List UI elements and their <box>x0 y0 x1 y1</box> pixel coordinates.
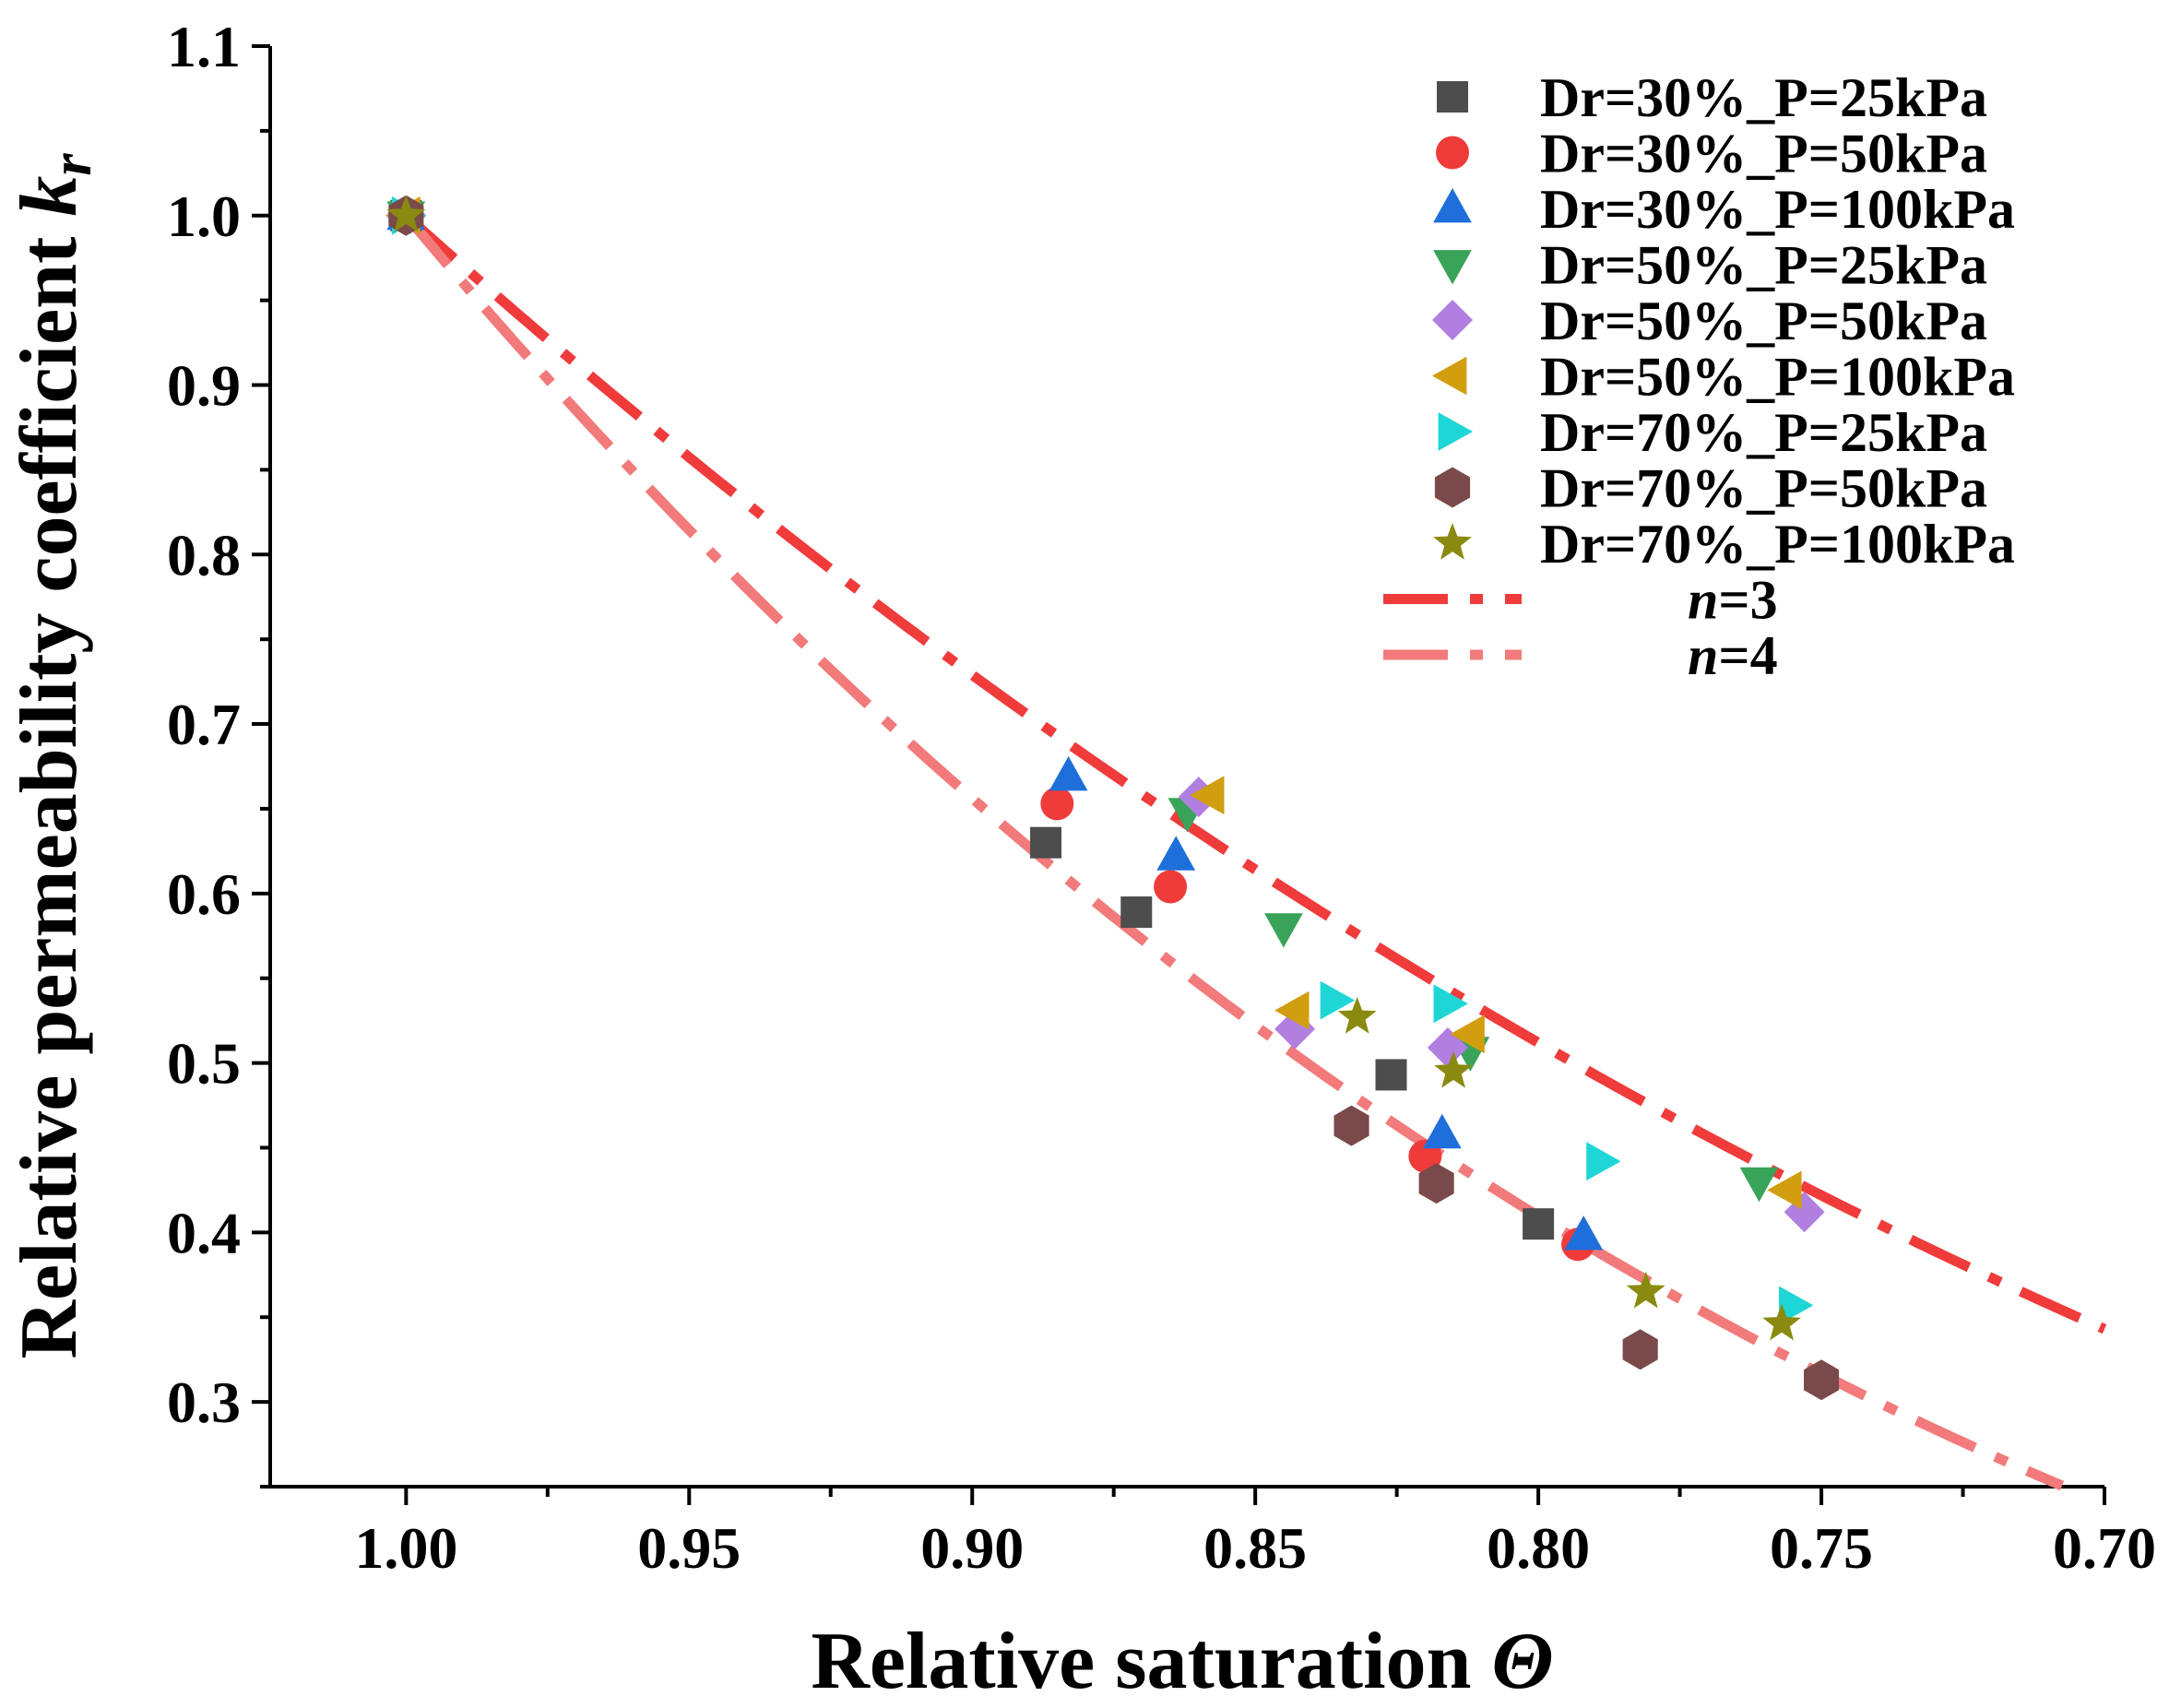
x-tick-label: 0.85 <box>1203 1515 1307 1581</box>
legend-marker <box>1438 412 1473 451</box>
axis-ticks: 0.3 0.4 0.5 0.6 0.7 0.8 0.9 1.0 1.1 1.00 0.95 0.90 0… <box>167 14 2156 1581</box>
data-point <box>1433 984 1468 1024</box>
data-point <box>1375 1059 1407 1091</box>
y-tick-label: 1.0 <box>167 184 241 249</box>
legend-label: Dr=70%_P=100kPa <box>1540 514 2015 575</box>
data-point <box>1586 1142 1621 1181</box>
legend-marker <box>1433 523 1472 560</box>
data-point <box>1030 826 1062 859</box>
data-point <box>1422 1113 1462 1149</box>
data-point <box>1154 870 1188 904</box>
data-point <box>1450 1014 1485 1054</box>
data-point <box>1418 1163 1454 1204</box>
data-point <box>1622 1329 1658 1370</box>
data-point <box>1040 787 1074 821</box>
series-9 <box>386 195 1801 1341</box>
legend-label: Dr=70%_P=25kPa <box>1540 402 1987 463</box>
data-point <box>1767 1170 1802 1210</box>
y-tick-label: 1.1 <box>167 14 241 79</box>
x-tick-label: 0.70 <box>2053 1515 2156 1581</box>
legend-label: Dr=50%_P=25kPa <box>1540 235 1987 296</box>
x-axis-title: Relative saturation Θ <box>811 1617 1553 1706</box>
legend-label: Dr=30%_P=25kPa <box>1540 67 1987 128</box>
y-tick-label: 0.3 <box>167 1370 241 1435</box>
data-point <box>1804 1359 1840 1401</box>
legend-label: n=3 <box>1688 570 1778 631</box>
legend-item-curve: n=3 <box>1383 570 1778 631</box>
model-curves <box>402 211 2107 1491</box>
data-point <box>1190 776 1225 815</box>
data-point <box>1337 997 1377 1034</box>
data-point <box>1523 1208 1555 1240</box>
legend-item: Dr=50%_P=25kPa <box>1433 235 1987 296</box>
legend-item: Dr=70%_P=100kPa <box>1433 514 2015 575</box>
legend-item: Dr=70%_P=50kPa <box>1434 458 1987 519</box>
legend-label: Dr=30%_P=50kPa <box>1540 124 1987 184</box>
data-point <box>1320 980 1356 1020</box>
legend-item: Dr=30%_P=100kPa <box>1433 179 2015 240</box>
y-tick-label: 0.4 <box>167 1200 241 1265</box>
legend-marker <box>1432 300 1473 340</box>
y-tick-label: 0.7 <box>167 692 241 757</box>
data-markers <box>385 195 1840 1401</box>
legend-item: Dr=30%_P=25kPa <box>1437 67 1987 128</box>
series-8 <box>388 195 1840 1401</box>
data-point <box>1626 1271 1665 1309</box>
x-tick-label: 0.80 <box>1487 1515 1590 1581</box>
data-point <box>1434 1050 1473 1088</box>
legend-label: Dr=50%_P=50kPa <box>1540 291 1987 351</box>
legend: Dr=30%_P=25kPaDr=30%_P=50kPaDr=30%_P=100… <box>1383 67 2015 686</box>
legend-label: n=4 <box>1688 625 1778 686</box>
legend-item: Dr=70%_P=25kPa <box>1438 402 1987 463</box>
legend-label: Dr=30%_P=100kPa <box>1540 179 2015 240</box>
y-tick-label: 0.9 <box>167 353 241 419</box>
curve-n3 <box>402 211 2107 1334</box>
data-point <box>386 195 426 232</box>
legend-item-curve: n=4 <box>1383 625 1778 686</box>
x-tick-label: 0.75 <box>1770 1515 1873 1581</box>
legend-marker <box>1433 250 1472 285</box>
data-point <box>1564 1216 1604 1251</box>
y-tick-label: 0.8 <box>167 522 241 587</box>
legend-label: Dr=70%_P=50kPa <box>1540 458 1987 519</box>
x-tick-label: 0.95 <box>637 1515 741 1581</box>
y-axis-title: Relative permeability coefficient kr <box>5 153 103 1359</box>
legend-marker <box>1433 188 1472 223</box>
legend-item: Dr=30%_P=50kPa <box>1436 124 1987 184</box>
legend-marker <box>1437 81 1468 113</box>
data-point <box>1049 756 1088 791</box>
legend-marker <box>1432 356 1467 396</box>
curve-n4 <box>402 212 2065 1491</box>
legend-item: Dr=50%_P=100kPa <box>1432 347 2015 408</box>
data-point <box>1762 1303 1801 1341</box>
legend-marker <box>1434 467 1471 508</box>
y-tick-label: 0.6 <box>167 861 241 927</box>
x-tick-label: 0.90 <box>920 1515 1024 1581</box>
data-point <box>1779 1286 1814 1325</box>
data-point <box>1156 836 1196 871</box>
legend-marker <box>1436 136 1469 170</box>
data-point <box>1264 913 1303 948</box>
y-tick-label: 0.5 <box>167 1031 241 1097</box>
data-point <box>1739 1167 1779 1203</box>
x-tick-label: 1.00 <box>354 1515 457 1581</box>
data-point <box>1120 896 1153 929</box>
plot-frame <box>268 46 2104 1489</box>
legend-item: Dr=50%_P=50kPa <box>1432 291 1987 351</box>
legend-label: Dr=50%_P=100kPa <box>1540 347 2015 408</box>
data-point <box>1274 990 1310 1030</box>
data-point <box>1333 1105 1369 1146</box>
